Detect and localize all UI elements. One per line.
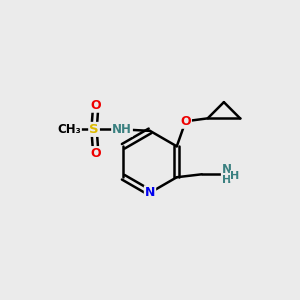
Text: O: O: [90, 99, 101, 112]
Text: H: H: [222, 175, 232, 184]
Text: NH: NH: [112, 123, 132, 136]
Text: CH₃: CH₃: [57, 123, 81, 136]
Text: S: S: [89, 123, 99, 136]
Text: O: O: [90, 147, 101, 160]
Text: H: H: [230, 171, 240, 181]
Text: O: O: [180, 115, 191, 128]
Text: N: N: [222, 164, 232, 176]
Text: N: N: [145, 186, 155, 199]
